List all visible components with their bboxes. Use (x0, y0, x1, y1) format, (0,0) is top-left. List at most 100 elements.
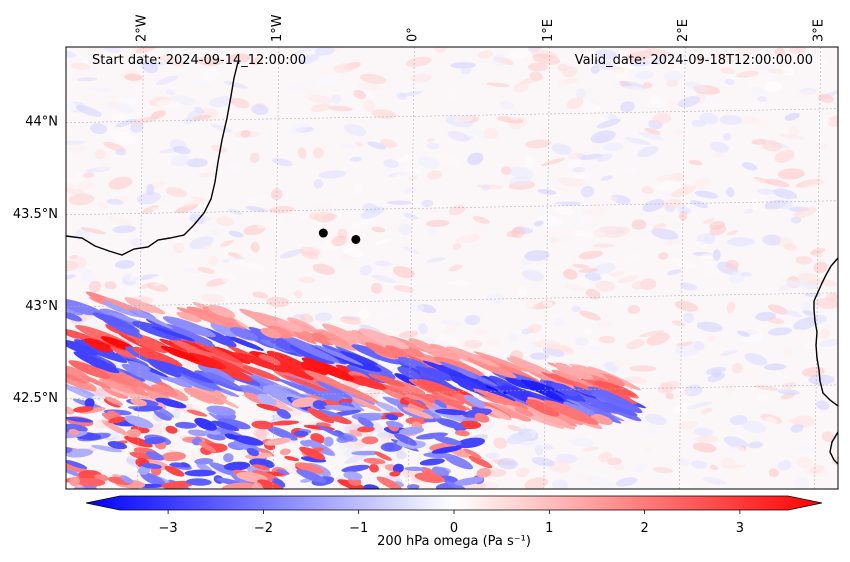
field-blob (622, 85, 644, 93)
field-blob (612, 359, 624, 369)
field-blob (343, 123, 367, 137)
field-blob (180, 462, 190, 468)
field-blob (665, 392, 675, 400)
field-blob (656, 174, 682, 182)
field-blob (198, 441, 217, 453)
field-stripe (541, 371, 576, 386)
field-blob (552, 235, 572, 244)
field-stripe (467, 357, 517, 379)
field-blob (472, 215, 490, 224)
field-blob (537, 188, 557, 195)
field-stripe (525, 406, 576, 430)
field-blob (728, 271, 746, 284)
field-stripe (375, 401, 402, 415)
field-stripe (210, 322, 238, 337)
field-blob (298, 54, 320, 65)
field-blob (202, 68, 220, 82)
lon-gridline (678, 47, 686, 489)
field-stripe (290, 320, 314, 332)
field-blob (210, 229, 220, 237)
field-stripe (347, 330, 390, 350)
field-blob (677, 483, 696, 489)
field-blob (572, 263, 590, 269)
field-blob (782, 382, 797, 389)
field-blob (578, 250, 603, 260)
map-panel (65, 46, 839, 490)
field-blob (231, 60, 252, 71)
lat-gridline (66, 108, 838, 123)
field-stripe (551, 382, 578, 397)
field-blob (781, 66, 795, 76)
field-blob (331, 235, 348, 247)
field-blob (250, 57, 264, 66)
field-blob (292, 47, 319, 56)
field-blob (590, 346, 604, 355)
field-blob (104, 281, 117, 290)
field-blob (87, 87, 112, 92)
field-blob (187, 429, 209, 437)
field-blob (173, 145, 191, 155)
field-stripe (176, 307, 224, 326)
field-blob (474, 309, 486, 316)
field-blob (642, 82, 653, 89)
field-blob (617, 275, 639, 284)
field-stripe (207, 304, 236, 318)
field-blob (565, 160, 583, 169)
field-blob (507, 424, 522, 432)
field-blob (709, 224, 727, 236)
field-blob (405, 416, 429, 425)
field-blob (459, 420, 482, 430)
field-blob (637, 145, 659, 158)
field-stripe (186, 306, 246, 332)
field-stripe (206, 371, 243, 390)
field-blob (508, 47, 533, 60)
field-blob (516, 467, 530, 478)
field-stripe (92, 312, 135, 330)
field-stripe (212, 346, 251, 364)
field-blob (508, 333, 518, 342)
field-blob (141, 205, 160, 214)
field-blob (224, 81, 248, 89)
field-blob (575, 277, 592, 288)
field-blob (632, 464, 649, 473)
field-blob (192, 402, 208, 412)
colorbar-tick-label: −2 (254, 521, 273, 536)
field-blob (741, 162, 758, 171)
field-blob (313, 179, 324, 189)
field-blob (563, 269, 578, 280)
field-blob (511, 226, 525, 239)
field-stripe (239, 308, 286, 330)
field-blob (808, 374, 835, 386)
field-stripe (276, 319, 304, 333)
field-blob (363, 458, 386, 465)
field-blob (620, 101, 635, 113)
field-blob (394, 168, 422, 180)
field-blob (402, 246, 420, 254)
field-blob (408, 302, 424, 313)
field-blob (764, 178, 790, 188)
field-blob (80, 227, 106, 235)
field-blob (700, 407, 713, 414)
field-blob (816, 400, 830, 411)
field-blob (250, 241, 260, 253)
field-blob (486, 82, 510, 88)
field-blob (282, 463, 291, 469)
field-blob (170, 155, 191, 167)
field-stripe (176, 311, 202, 323)
field-blob (788, 418, 807, 426)
field-blob (375, 260, 392, 267)
field-blob (384, 442, 395, 452)
field-blob (676, 204, 687, 213)
field-stripe (289, 345, 335, 364)
field-blob (693, 340, 705, 351)
field-blob (652, 466, 674, 474)
field-blob (66, 463, 89, 473)
field-blob (529, 352, 550, 360)
field-blob (336, 440, 357, 452)
field-blob (531, 440, 545, 450)
field-blob (307, 94, 333, 104)
field-stripe (590, 393, 637, 412)
field-blob (312, 263, 336, 275)
field-blob (186, 158, 208, 168)
field-blob (611, 61, 637, 70)
